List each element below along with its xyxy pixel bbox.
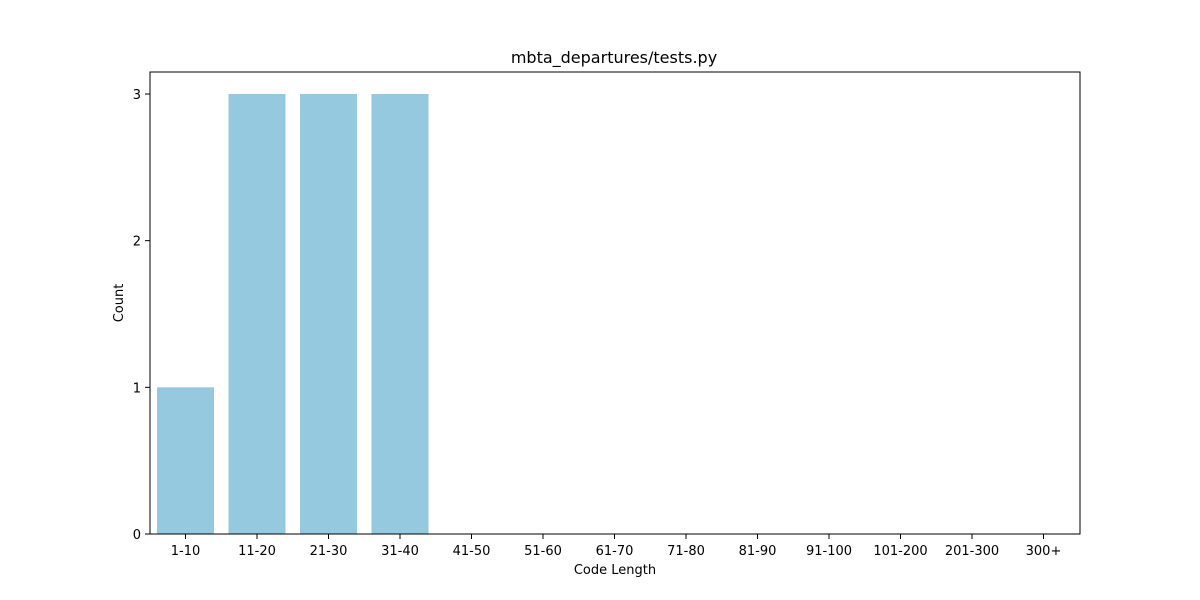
y-tick-label: 3 [133,88,141,103]
x-tick-label: 21-30 [310,544,348,559]
x-tick-label: 91-100 [806,544,852,559]
bar-31-40 [371,94,429,534]
x-tick-label: 300+ [1026,544,1062,559]
x-tick-label: 31-40 [381,544,419,559]
x-tick-label: 71-80 [667,544,705,559]
x-tick-label: 1-10 [171,544,201,559]
y-tick-label: 0 [133,528,141,543]
x-axis: 1-10 11-20 21-30 31-40 41-50 51-60 61-70 71-80 8… [171,534,1062,559]
plot-frame [149,71,1081,535]
x-tick-label: 41-50 [453,544,491,559]
chart-title: mbta_departures/tests.py [511,48,717,68]
y-tick-label: 1 [133,381,141,396]
bars-layer [157,94,429,534]
x-axis-label: Code Length [574,563,656,578]
x-tick-label: 201-300 [945,544,999,559]
x-tick-label: 61-70 [596,544,634,559]
x-tick-label: 11-20 [238,544,276,559]
bar-11-20 [228,94,286,534]
y-axis-label: Count [112,284,127,323]
y-axis: 0 1 2 3 [133,88,150,543]
x-tick-label: 81-90 [739,544,777,559]
bar-21-30 [300,94,357,534]
x-tick-label: 51-60 [524,544,562,559]
bar-1-10 [157,387,214,534]
y-tick-label: 2 [133,235,141,250]
x-tick-label: 101-200 [873,544,927,559]
